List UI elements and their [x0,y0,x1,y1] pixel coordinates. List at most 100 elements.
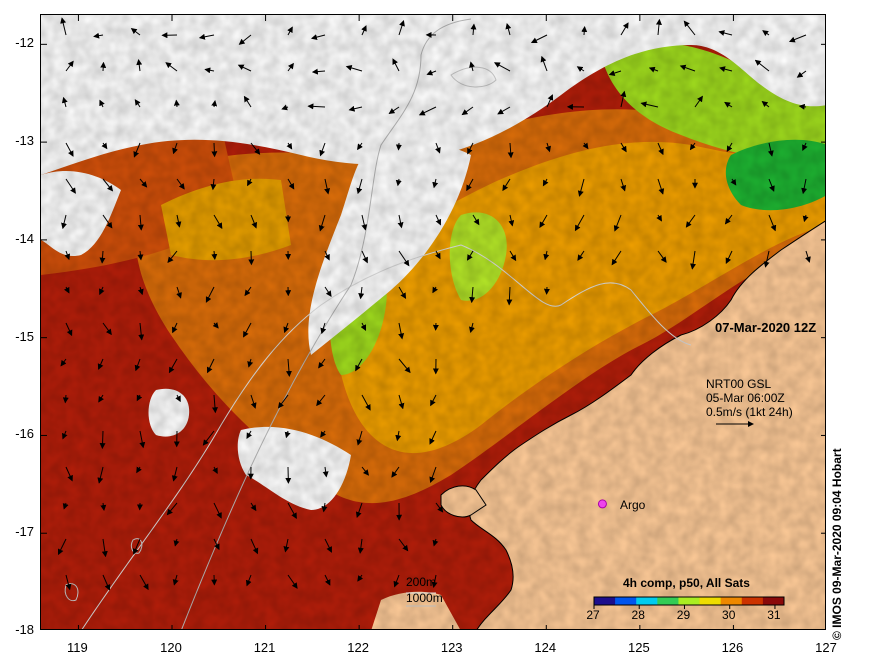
x-tick-label: 123 [440,640,463,655]
current-vector [287,26,293,36]
current-vector [767,142,774,157]
current-vector [202,430,215,446]
current-vector [205,286,215,303]
current-vector [685,214,696,228]
current-vector [318,358,326,369]
current-vector [310,34,326,41]
current-vector [64,250,71,261]
current-vector [356,178,363,195]
current-vector [620,178,627,192]
colorbar-segment [741,597,764,605]
current-vector [245,574,252,587]
current-info-line2: 05-Mar 06:00Z [706,391,785,405]
current-vector [136,394,143,402]
current-vector [173,99,180,108]
current-vector [657,250,667,263]
current-vector [287,178,295,190]
current-vector [250,394,257,409]
current-vector [62,394,69,404]
current-vector [432,538,439,547]
colorbar-segment [636,597,658,605]
current-vector [62,430,68,440]
colorbar-segment [678,597,701,605]
current-vector [432,286,438,294]
current-vector [546,94,554,108]
current-vector [398,322,405,340]
current-vector [683,20,696,36]
current-vector [472,214,480,226]
current-vector [172,142,178,155]
current-vector [102,214,113,229]
current-vector [102,178,114,192]
current-vector [398,538,409,552]
current-vector [730,178,737,186]
current-vector [283,322,290,334]
current-vector [361,214,368,231]
current-vector [283,538,290,553]
current-vector [97,466,104,484]
current-vector [539,214,548,228]
current-vector [507,142,514,159]
current-vector [361,25,367,36]
y-tick-label: -14 [15,230,34,246]
colorbar-segment [762,597,785,605]
y-tick-label: -18 [15,622,34,637]
current-vector [211,142,218,158]
current-info-line3: 0.5m/s (1kt 24h) [706,405,793,419]
current-vector [324,286,332,297]
current-vector [139,430,146,449]
current-vector [133,142,141,158]
current-vector [357,574,364,582]
current-vector [355,358,363,372]
current-vector [237,64,252,72]
x-tick-label: 121 [253,640,276,655]
current-vector [657,178,665,195]
current-vector [250,142,261,155]
current-vector [545,142,551,153]
current-vector [418,106,437,116]
current-vector [316,394,326,407]
current-vector [320,430,327,438]
current-vector [582,142,589,150]
current-vector [719,66,733,73]
current-vector [247,178,253,187]
current-vector [324,250,330,261]
current-vector [324,574,331,586]
current-vector [761,100,770,108]
x-tick-label: 124 [534,640,557,655]
current-vector [137,250,144,261]
current-vector [130,28,141,36]
x-tick-label: 127 [815,640,837,655]
current-vector [250,538,259,555]
current-vector [435,142,441,154]
current-vector [763,250,770,268]
current-vector [432,178,439,189]
current-vector [469,61,475,72]
current-vector [361,250,368,264]
current-vector [243,95,252,108]
current-vector [542,178,549,187]
current-vector [137,214,144,231]
current-vector [139,574,149,591]
current-vector [138,322,145,341]
sst-map[interactable]: 07-Mar-2020 12Z NRT00 GSL 05-Mar 06:00Z … [40,14,826,630]
current-vector [101,538,108,558]
argo-float-marker[interactable] [597,499,607,509]
current-vector [93,32,104,39]
current-vector [620,22,629,36]
current-vector [581,25,588,36]
current-vector [435,250,441,260]
current-vector [102,322,112,336]
current-vector [277,394,289,409]
current-vector [431,574,438,589]
current-vector [318,214,326,232]
current-vector [398,250,410,267]
current-vector [311,68,326,75]
date-label: 07-Mar-2020 12Z [715,320,817,335]
colorbar-segment [657,597,679,605]
current-vector [204,67,215,74]
current-vector [689,142,696,151]
current-vector [502,178,511,192]
current-vector [725,250,733,264]
x-tick-label: 120 [160,640,182,655]
